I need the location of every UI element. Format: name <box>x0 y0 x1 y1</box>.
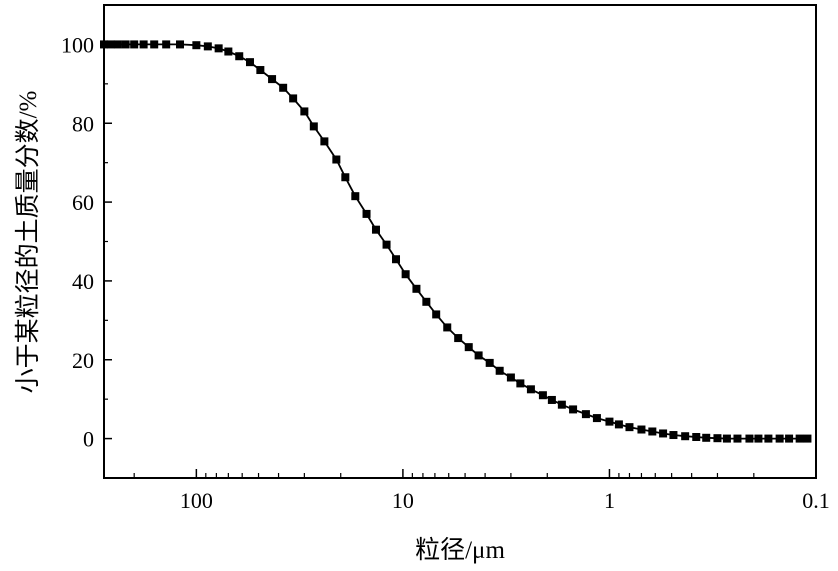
data-point-marker <box>192 41 201 50</box>
y-tick-label: 100 <box>61 32 94 57</box>
y-tick-label: 20 <box>72 348 94 373</box>
data-point-marker <box>332 155 341 164</box>
data-point-marker <box>669 431 678 440</box>
data-point-marker <box>464 343 473 352</box>
data-point-marker <box>256 66 265 75</box>
data-point-marker <box>139 40 148 49</box>
data-point-marker <box>569 405 578 414</box>
data-point-marker <box>401 270 410 279</box>
data-point-marker <box>474 351 483 360</box>
data-point-marker <box>538 391 547 400</box>
data-point-marker <box>764 434 773 443</box>
data-point-marker <box>130 40 139 49</box>
x-axis-title: 粒径/μm <box>415 536 505 564</box>
data-point-marker <box>625 423 634 432</box>
data-point-marker <box>371 225 380 234</box>
data-point-marker <box>775 434 784 443</box>
data-point-marker <box>382 240 391 249</box>
data-point-marker <box>121 40 130 49</box>
data-point-marker <box>516 379 525 388</box>
x-tick-label: 10 <box>392 488 414 513</box>
data-point-marker <box>581 410 590 419</box>
data-point-marker <box>547 395 556 404</box>
data-point-marker <box>362 209 371 218</box>
data-point-marker <box>614 420 623 429</box>
y-tick-label: 60 <box>72 190 94 215</box>
data-point-marker <box>495 366 504 375</box>
series-markers <box>100 40 812 443</box>
plot-frame <box>103 4 817 479</box>
data-point-marker <box>100 40 108 49</box>
data-point-marker <box>224 47 233 56</box>
data-point-marker <box>150 40 159 49</box>
data-point-marker <box>605 417 614 426</box>
y-tick-label: 80 <box>72 111 94 136</box>
data-point-marker <box>745 434 754 443</box>
data-point-marker <box>341 173 350 182</box>
data-point-marker <box>176 40 185 49</box>
data-point-marker <box>245 58 254 67</box>
data-point-marker <box>106 40 115 49</box>
data-point-marker <box>422 297 431 306</box>
y-axis-ticks <box>104 4 112 479</box>
data-point-marker <box>648 427 657 436</box>
data-point-marker <box>279 83 288 92</box>
y-axis-title: 小于某粒径的土质量分数/% <box>14 91 42 394</box>
data-point-marker <box>309 122 318 131</box>
data-point-marker <box>803 434 812 443</box>
data-point-marker <box>268 75 277 84</box>
data-point-marker <box>526 385 535 394</box>
y-tick-label: 40 <box>72 269 94 294</box>
data-point-marker <box>681 432 690 441</box>
data-point-marker <box>702 433 711 442</box>
data-point-marker <box>637 425 646 434</box>
data-point-marker <box>557 400 566 409</box>
data-point-marker <box>351 192 360 201</box>
data-point-marker <box>733 434 742 443</box>
series-line <box>104 43 808 440</box>
data-point-marker <box>754 434 763 443</box>
data-point-marker <box>113 40 122 49</box>
y-axis-tick-labels: 0 20 40 60 80 100 <box>61 32 94 451</box>
data-point-marker <box>432 310 441 319</box>
data-point-marker <box>454 334 463 343</box>
y-tick-label: 0 <box>83 427 94 452</box>
data-point-marker <box>692 433 701 442</box>
data-point-marker <box>214 44 223 53</box>
data-point-marker <box>162 40 171 49</box>
data-point-marker <box>203 42 212 51</box>
data-point-marker <box>506 373 515 382</box>
data-point-marker <box>289 94 298 103</box>
data-point-marker <box>235 52 244 61</box>
x-tick-label: 100 <box>180 488 213 513</box>
data-point-marker <box>795 434 804 443</box>
data-point-marker <box>722 434 731 443</box>
data-point-marker <box>320 137 329 146</box>
data-point-marker <box>659 429 668 438</box>
data-point-marker <box>713 434 722 443</box>
data-point-marker <box>785 434 794 443</box>
data-point-marker <box>392 255 401 264</box>
x-axis-ticks <box>133 469 817 478</box>
data-point-marker <box>485 358 494 367</box>
x-axis-tick-labels: 100 10 1 0.1 <box>180 488 830 513</box>
data-point-marker <box>592 414 601 423</box>
data-point-marker <box>412 284 421 293</box>
x-tick-label: 1 <box>604 488 615 513</box>
data-point-marker <box>300 107 309 116</box>
data-point-marker <box>443 323 452 332</box>
x-tick-label: 0.1 <box>802 488 830 513</box>
